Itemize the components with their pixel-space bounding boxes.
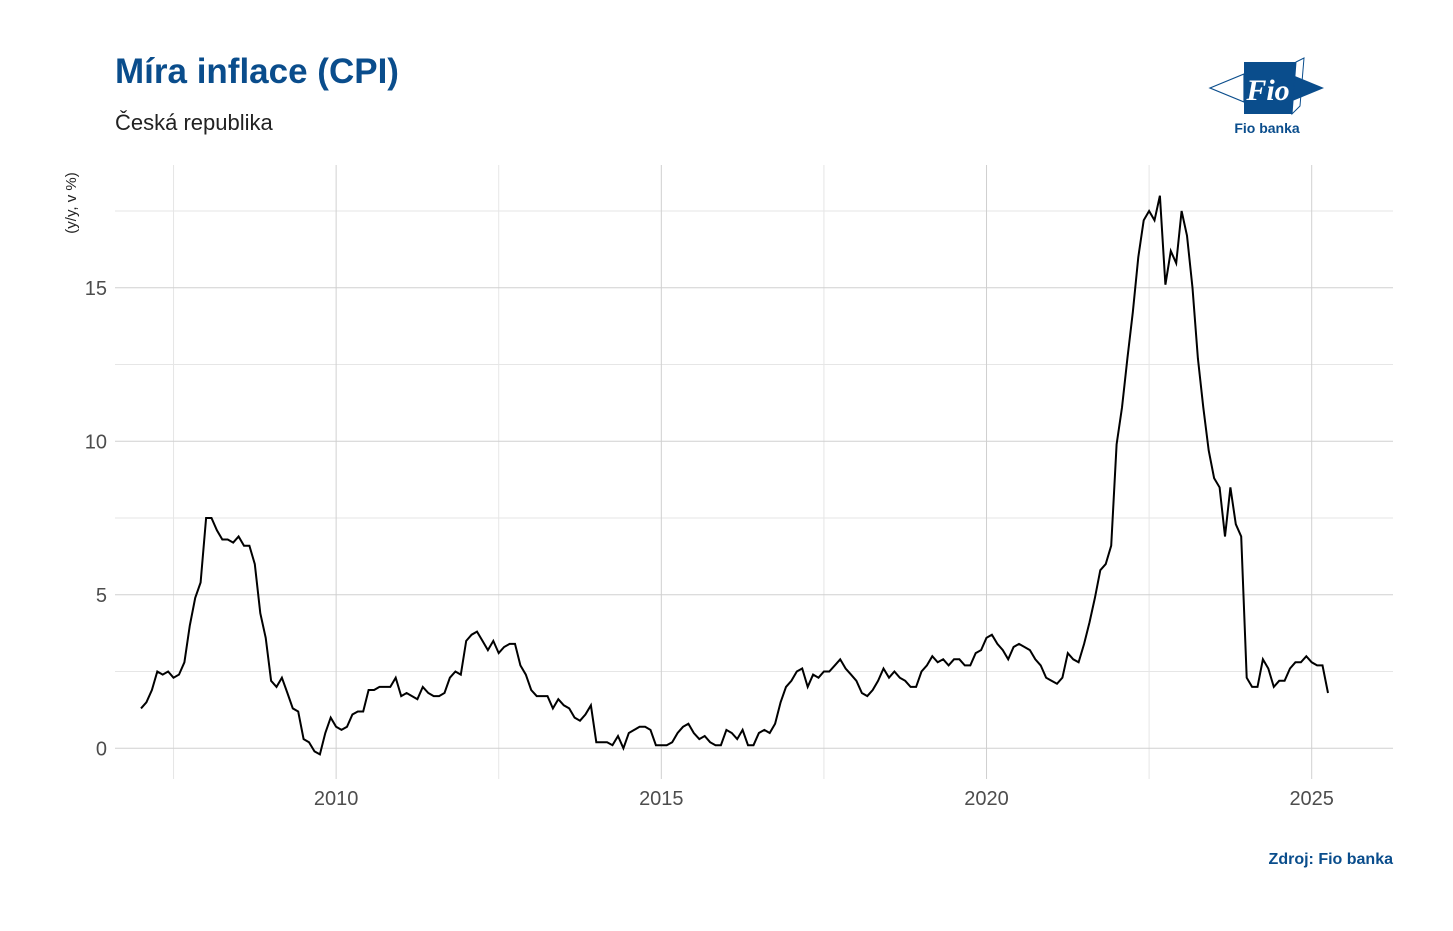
y-tick-labels: 0 5 10 15 <box>85 278 107 761</box>
logo-mark-text: Fio <box>1245 74 1289 107</box>
x-tick-labels: 2010 2015 2020 2025 <box>314 788 1334 810</box>
y-tick-label: 10 <box>85 431 107 453</box>
y-tick-label: 15 <box>85 278 107 300</box>
logo-caption: Fio banka <box>1234 120 1300 136</box>
y-tick-label: 0 <box>96 738 107 760</box>
source-note: Zdroj: Fio banka <box>1268 851 1393 868</box>
grid-minor <box>115 165 1393 779</box>
fio-logo-icon: Fio <box>1208 57 1324 116</box>
x-tick-label: 2020 <box>964 788 1009 810</box>
x-tick-label: 2010 <box>314 788 359 810</box>
chart-title: Míra inflace (CPI) <box>115 52 399 91</box>
x-tick-label: 2015 <box>639 788 684 810</box>
y-tick-label: 5 <box>96 585 107 607</box>
x-tick-label: 2025 <box>1289 788 1334 810</box>
grid-major <box>115 165 1393 779</box>
y-axis-label: (y/y, v %) <box>63 172 80 233</box>
cpi-series-line <box>140 195 1329 756</box>
chart-subtitle: Česká republika <box>115 110 273 135</box>
